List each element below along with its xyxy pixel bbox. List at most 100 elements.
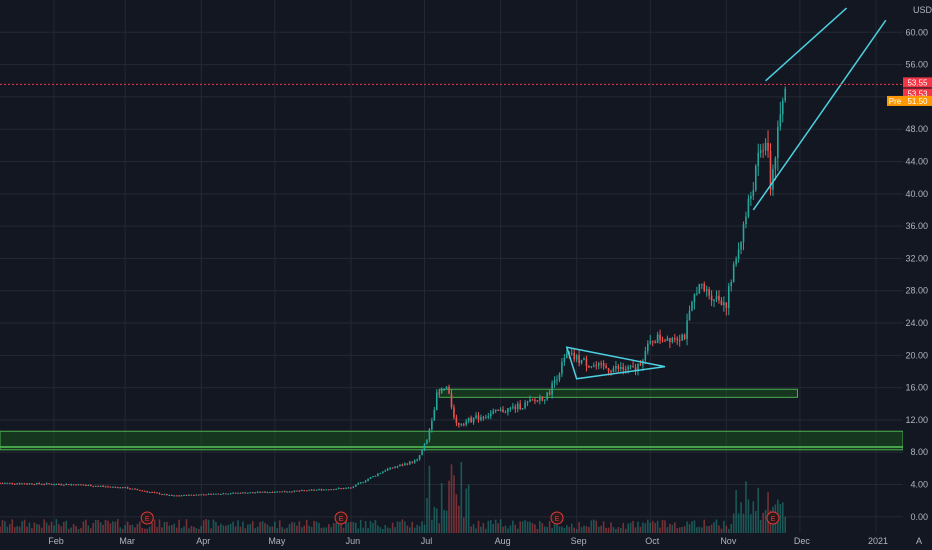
candle-body — [627, 366, 629, 370]
candle-body — [87, 485, 90, 487]
x-tick-label: Jun — [346, 536, 361, 546]
volume-bar — [482, 522, 485, 533]
candle-body — [426, 439, 428, 444]
candle-body — [386, 468, 389, 471]
volume-bar — [394, 527, 396, 533]
candle-body — [779, 114, 782, 127]
volume-bar — [524, 520, 526, 533]
volume-bar — [156, 526, 158, 533]
candle-body — [394, 467, 396, 469]
candle-body — [691, 302, 693, 311]
time-axis-panel[interactable] — [0, 533, 932, 550]
volume-bar — [163, 521, 166, 533]
volume-bar — [438, 523, 441, 533]
candle-body — [9, 482, 11, 484]
volume-bar — [715, 519, 718, 533]
volume-bar — [406, 525, 409, 533]
candle-body — [305, 490, 308, 492]
volume-bar — [347, 522, 350, 533]
price-badge — [903, 88, 932, 99]
candle-body — [539, 398, 541, 401]
volume-bar — [183, 526, 185, 533]
candle-body — [737, 249, 740, 259]
volume-bar — [413, 527, 416, 533]
trendlines[interactable] — [565, 7, 887, 380]
candle-body — [72, 484, 75, 486]
volume-bar — [278, 520, 281, 533]
volume-bar — [779, 504, 782, 533]
candle-body — [293, 490, 296, 492]
volume-bar — [762, 512, 764, 533]
auto-scale-button[interactable]: A — [916, 536, 922, 546]
candle-body — [727, 286, 730, 309]
candle-body — [55, 484, 58, 486]
volume-bar — [573, 527, 575, 533]
candle-body — [440, 389, 443, 393]
candle-body — [340, 488, 342, 490]
volume-bar — [669, 523, 671, 533]
volume-bar — [389, 528, 391, 533]
volume-bar — [671, 524, 674, 533]
volume-bar — [330, 527, 333, 533]
candle-body — [350, 487, 352, 489]
candle-body — [136, 488, 139, 490]
volume-bar — [352, 521, 355, 533]
volume-bar — [261, 521, 264, 533]
earnings-marker[interactable] — [550, 511, 564, 525]
candlesticks — [0, 86, 787, 497]
channel-upper-line[interactable] — [765, 7, 848, 82]
candle-body — [750, 195, 752, 199]
volume-bar — [472, 524, 475, 533]
candle-body — [227, 493, 230, 495]
volume-bar — [254, 528, 256, 533]
volume-bar — [193, 526, 195, 533]
candle-body — [45, 483, 48, 485]
channel-lower-line[interactable] — [752, 19, 887, 211]
volume-bar — [350, 521, 352, 533]
volume-bar — [553, 524, 556, 533]
candle-body — [347, 487, 350, 489]
candle-body — [475, 415, 477, 418]
volume-bar — [298, 521, 301, 533]
volume-bar — [526, 521, 529, 533]
candle-body — [615, 366, 617, 369]
candle-body — [80, 484, 82, 486]
volume-bar — [161, 527, 163, 533]
candle-body — [747, 198, 750, 217]
candle-body — [369, 477, 372, 479]
candle-body — [244, 492, 247, 494]
candle-body — [48, 483, 50, 485]
candle-body — [732, 264, 735, 283]
candle-body — [595, 365, 598, 367]
support-zone-rect — [0, 446, 904, 451]
candle-body — [323, 489, 325, 491]
candle-body — [580, 360, 583, 364]
candle-body — [781, 100, 784, 115]
earnings-marker[interactable] — [766, 511, 780, 525]
y-tick-label: 40.00 — [905, 189, 928, 199]
volume-bar — [215, 521, 217, 533]
volume-bar — [622, 522, 625, 533]
triangle-pattern[interactable] — [565, 346, 666, 380]
candle-body — [112, 486, 114, 488]
candle-body — [374, 475, 377, 477]
earnings-marker[interactable] — [140, 511, 154, 525]
candle-body — [455, 417, 458, 423]
volume-bar — [764, 510, 767, 533]
candle-body — [129, 488, 131, 490]
volume-bar — [281, 527, 283, 533]
volume-bar — [328, 524, 330, 533]
candle-body — [438, 392, 441, 394]
volume-bar — [28, 522, 31, 533]
volume-bar — [320, 527, 323, 533]
volume-bar — [647, 519, 649, 533]
earnings-marker[interactable] — [334, 511, 348, 525]
candle-body — [566, 352, 568, 358]
candle-body — [97, 485, 99, 487]
candle-body — [561, 361, 563, 374]
volume-bar — [705, 525, 708, 533]
candle-body — [406, 463, 409, 465]
time-axis[interactable]: Feb Mar Apr May Jun Jul Aug Sep Oct Nov Dec 2021 — [48, 536, 888, 546]
